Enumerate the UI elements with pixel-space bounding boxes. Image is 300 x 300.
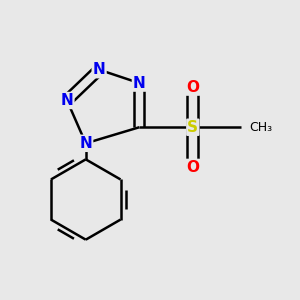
Text: S: S [187,120,198,135]
Text: N: N [93,62,106,77]
Text: O: O [186,80,199,94]
Text: N: N [80,136,92,151]
Text: N: N [133,76,146,91]
Text: N: N [61,93,74,108]
Text: O: O [186,160,199,175]
Text: CH₃: CH₃ [249,121,272,134]
